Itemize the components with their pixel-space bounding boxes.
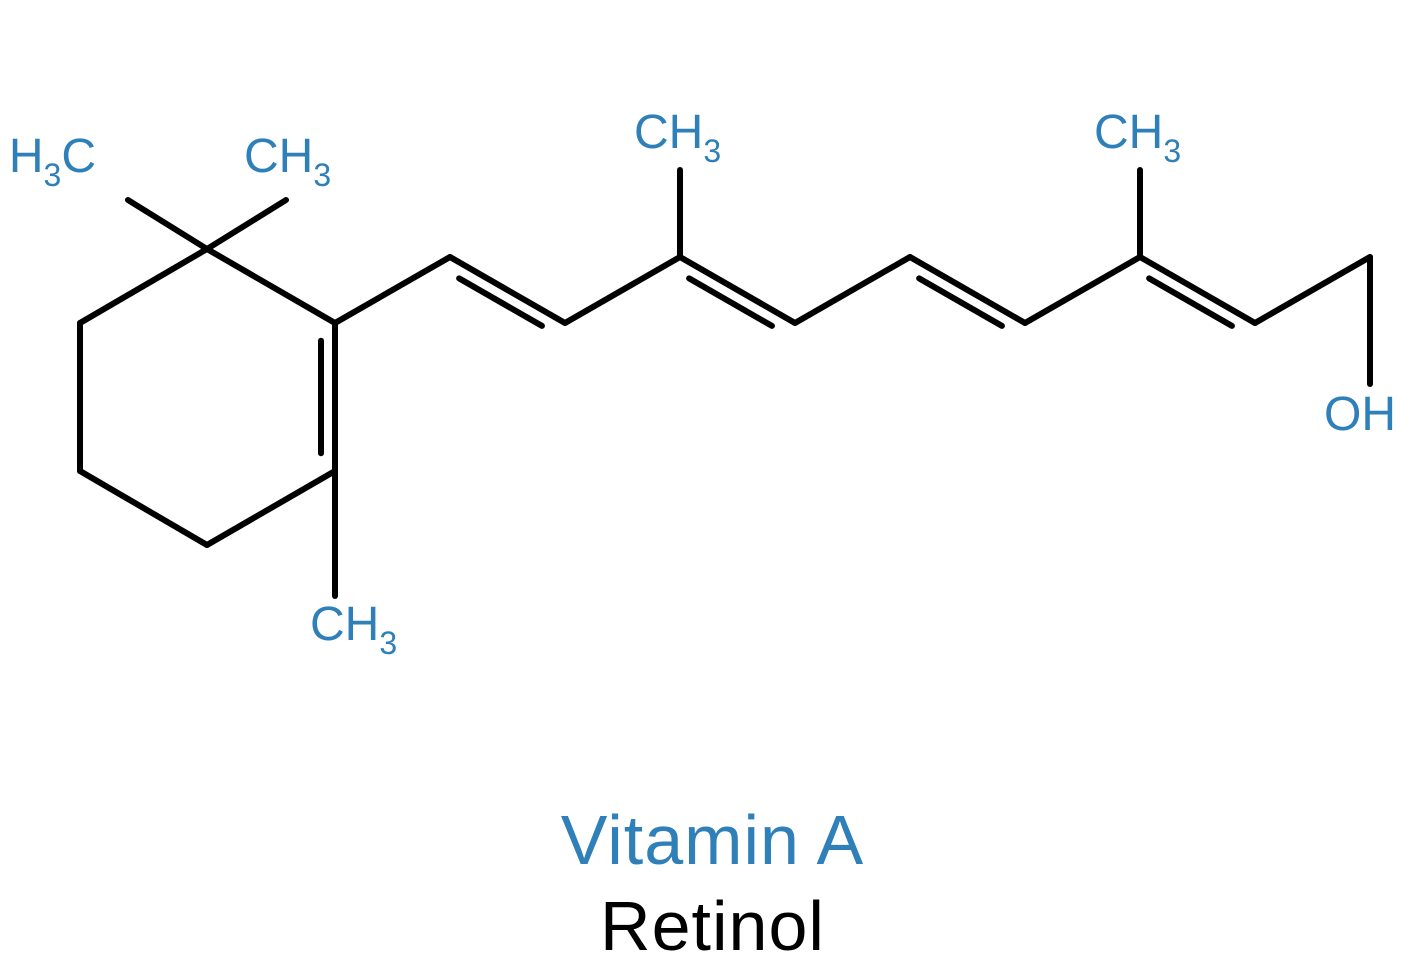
title-block: Vitamin A Retinol (0, 800, 1425, 966)
title-secondary: Retinol (0, 886, 1425, 966)
atom-label-h3c-left: H3C (9, 130, 96, 193)
atom-label-ch3-ring: CH3 (310, 598, 397, 661)
atom-label-oh: OH (1324, 388, 1396, 441)
atom-label-ch3-chain2: CH3 (1094, 106, 1181, 169)
atom-label-ch3-chain1: CH3 (634, 106, 721, 169)
title-primary: Vitamin A (0, 800, 1425, 880)
atom-label-ch3-right: CH3 (244, 130, 331, 193)
